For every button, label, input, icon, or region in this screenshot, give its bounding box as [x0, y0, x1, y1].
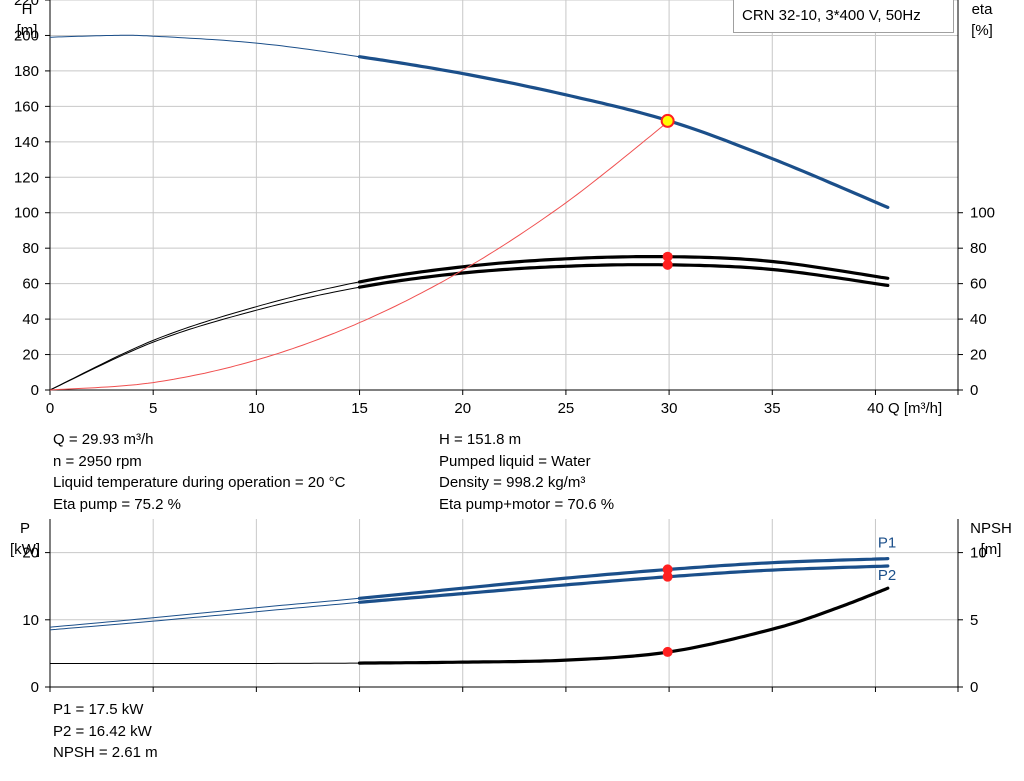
info-p1: P1 = 17.5 kW — [53, 701, 144, 718]
x-tick-label: 35 — [764, 400, 781, 417]
duty-point-head — [660, 113, 675, 128]
y-tick-label-left: 0 — [31, 679, 39, 696]
y-tick-label-right: 80 — [970, 240, 987, 257]
npsh-curve — [357, 586, 890, 665]
info-density: Density = 998.2 kg/m³ — [439, 474, 586, 491]
duty-point-eta-pump-motor — [662, 259, 673, 270]
y-tick-label-left: 160 — [14, 98, 39, 115]
y-tick-label-right: 40 — [970, 311, 987, 328]
y-tick-label-left: 120 — [14, 169, 39, 186]
y-tick-label-right: 20 — [970, 347, 987, 364]
h-curve — [357, 55, 890, 209]
y-tick-label-left: 80 — [22, 240, 39, 257]
y-axis-label-right: eta — [972, 1, 994, 18]
pump-model-badge: CRN 32-10, 3*400 V, 50Hz — [733, 0, 954, 33]
info-eta-pump-motor: Eta pump+motor = 70.6 % — [439, 495, 615, 513]
p2-curve — [357, 564, 890, 604]
y-axis-unit-right: [m] — [981, 541, 1002, 558]
y-tick-label-right: 0 — [970, 679, 978, 696]
info-bottom: P1 = 17.5 kW P2 = 16.42 kW NPSH = 2.61 m — [53, 699, 158, 764]
x-tick-label: 40 — [867, 400, 884, 417]
info-flow: Q = 29.93 m³/h — [53, 431, 154, 448]
x-tick-label: 0 — [46, 400, 54, 417]
info-head: H = 151.8 m — [439, 431, 522, 448]
info-top-left: Q = 29.93 m³/h n = 2950 rpm Liquid tempe… — [53, 429, 345, 515]
info-p2: P2 = 16.42 kW — [53, 722, 152, 740]
y-tick-label-left: 20 — [22, 347, 39, 364]
y-tick-label-right: 5 — [970, 612, 978, 629]
power-npsh-plot: 0 10 20 0 5 10 P [kW] NPSH [m] P1 P2 — [10, 519, 1012, 696]
eta-pump-motor-curve — [357, 263, 890, 289]
y-tick-label-left: 220 — [14, 0, 39, 9]
y-tick-label-left: 140 — [14, 134, 39, 151]
y-tick-label-left: 60 — [22, 276, 39, 293]
y-tick-label-left: 40 — [22, 311, 39, 328]
x-tick-label: 25 — [558, 400, 575, 417]
y-axis-unit-right: [%] — [971, 22, 993, 39]
eta-pump-curve-extended — [49, 281, 360, 391]
y-tick-label-left: 0 — [31, 382, 39, 399]
system-curve — [49, 120, 670, 391]
eta-pump-curve — [357, 255, 890, 284]
x-tick-label: 15 — [351, 400, 368, 417]
x-tick-label: 5 — [149, 400, 157, 417]
duty-point-p2 — [662, 571, 673, 582]
series-label-p2: P2 — [878, 567, 896, 584]
eta-pump-motor-curve-extended — [49, 286, 360, 391]
y-axis-label-right: NPSH — [970, 520, 1012, 537]
y-axis-unit-left: [m] — [17, 22, 38, 39]
y-axis-label-left: H — [22, 1, 33, 18]
info-top-right: H = 151.8 m Pumped liquid = Water Densit… — [439, 429, 614, 515]
y-tick-label-right: 10 — [970, 545, 987, 562]
info-speed: n = 2950 rpm — [53, 452, 142, 470]
duty-point-eta-pump — [662, 251, 673, 262]
info-eta-pump: Eta pump = 75.2 % — [53, 495, 181, 513]
y-axis-unit-left: [kW] — [10, 541, 40, 558]
y-tick-label-right: 100 — [970, 205, 995, 222]
y-tick-label-left: 180 — [14, 63, 39, 80]
y-tick-label-right: 0 — [970, 382, 978, 399]
duty-point-p1 — [662, 564, 673, 575]
info-pumped-liquid: Pumped liquid = Water — [439, 452, 591, 470]
p1-curve — [357, 557, 890, 600]
h-curve-extended — [50, 34, 360, 58]
y-tick-label-right: 60 — [970, 276, 987, 293]
p1-curve-extended — [49, 597, 360, 628]
x-axis-label: Q [m³/h] — [888, 400, 942, 417]
series-label-p1: P1 — [878, 535, 896, 552]
y-tick-label-left: 10 — [22, 612, 39, 629]
x-tick-label: 20 — [454, 400, 471, 417]
y-tick-label-left: 100 — [14, 205, 39, 222]
y-tick-label-left: 200 — [14, 27, 39, 44]
info-npsh: NPSH = 2.61 m — [53, 744, 158, 761]
y-axis-label-left: P — [20, 520, 30, 537]
info-liquid-temperature: Liquid temperature during operation = 20… — [53, 474, 346, 491]
x-tick-label: 30 — [661, 400, 678, 417]
head-efficiency-plot: 0204060801001201401601802002200204060801… — [14, 0, 995, 417]
duty-point-npsh — [662, 646, 673, 657]
x-tick-label: 10 — [248, 400, 265, 417]
p2-curve-extended — [49, 601, 360, 631]
y-tick-label-left: 20 — [22, 545, 39, 562]
